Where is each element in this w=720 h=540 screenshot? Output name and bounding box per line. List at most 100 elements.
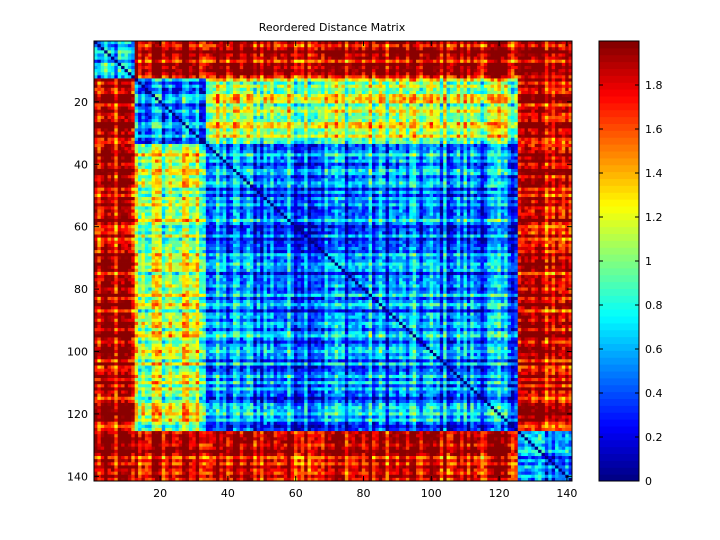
heatmap-cell [256, 56, 261, 61]
heatmap-cell [368, 100, 373, 104]
heatmap-cell [385, 94, 390, 98]
heatmap-cell [422, 75, 427, 79]
heatmap-cell [314, 125, 319, 129]
heatmap-cell [449, 100, 454, 104]
heatmap-cell [371, 122, 376, 126]
heatmap-cell [294, 97, 298, 101]
heatmap-cell [497, 72, 502, 76]
heatmap-cell [280, 50, 285, 54]
heatmap-cell [517, 115, 522, 120]
heatmap-cell [124, 69, 129, 73]
heatmap-cell [341, 72, 346, 76]
heatmap-cell [412, 106, 417, 111]
heatmap-cell [331, 65, 336, 70]
heatmap-cell [497, 100, 502, 104]
heatmap-cell [419, 44, 424, 48]
heatmap-cell [236, 150, 241, 154]
heatmap-cell [297, 41, 302, 45]
heatmap-cell [158, 97, 163, 101]
heatmap-cell [236, 41, 241, 45]
heatmap-cell [110, 62, 115, 67]
heatmap-cell [168, 147, 173, 151]
heatmap-cell [205, 103, 210, 107]
heatmap-cell [256, 140, 261, 145]
heatmap-cell [426, 44, 431, 48]
heatmap-cell [168, 103, 173, 107]
heatmap-cell [375, 100, 380, 104]
heatmap-cell [127, 41, 132, 45]
heatmap-cell [232, 128, 237, 132]
heatmap-cell [165, 90, 169, 95]
heatmap-cell [456, 90, 461, 95]
heatmap-cell [239, 53, 244, 57]
heatmap-cell [243, 134, 247, 139]
heatmap-cell [324, 97, 329, 101]
heatmap-cell [273, 94, 278, 98]
heatmap-cell [558, 131, 563, 136]
heatmap-cell [195, 47, 200, 51]
heatmap-cell [321, 147, 325, 151]
heatmap-cell [94, 122, 98, 126]
heatmap-cell [110, 147, 115, 151]
heatmap-cell [290, 50, 295, 54]
heatmap-cell [419, 69, 424, 73]
heatmap-cell [504, 41, 508, 45]
heatmap-cell [531, 106, 536, 111]
heatmap-cell [388, 78, 393, 82]
heatmap-cell [178, 81, 183, 86]
heatmap-cell [249, 69, 254, 73]
heatmap-cell [155, 50, 159, 54]
heatmap-cell [433, 87, 437, 92]
heatmap-cell [100, 78, 105, 82]
heatmap-cell [94, 147, 98, 151]
heatmap-cell [341, 41, 346, 45]
heatmap-cell [453, 44, 458, 48]
heatmap-cell [341, 140, 346, 145]
heatmap-cell [348, 109, 353, 114]
heatmap-cell [134, 75, 139, 79]
heatmap-cell [219, 47, 224, 51]
heatmap-cell [327, 78, 332, 82]
heatmap-cell [165, 53, 169, 57]
heatmap-cell [158, 112, 163, 117]
heatmap-cell [446, 75, 451, 79]
heatmap-cell [205, 44, 210, 48]
heatmap-cell [249, 75, 254, 79]
heatmap-cell [229, 81, 234, 86]
heatmap-cell [205, 75, 210, 79]
heatmap-cell [185, 59, 190, 64]
heatmap-cell [131, 125, 136, 129]
heatmap-cell [561, 50, 566, 54]
heatmap-cell [94, 112, 98, 117]
heatmap-cell [270, 90, 275, 95]
heatmap-cell [124, 112, 129, 117]
heatmap-cell [412, 87, 417, 92]
heatmap-cell [436, 97, 441, 101]
heatmap-cell [307, 94, 312, 98]
heatmap-cell [277, 72, 281, 76]
heatmap-cell [283, 131, 288, 136]
heatmap-cell [510, 87, 515, 92]
heatmap-cell [277, 94, 281, 98]
heatmap-cell [426, 109, 431, 114]
heatmap-cell [355, 122, 359, 126]
heatmap-cell [378, 112, 383, 117]
heatmap-cell [392, 97, 397, 101]
heatmap-cell [219, 147, 224, 151]
heatmap-cell [416, 131, 420, 136]
heatmap-cell [294, 103, 298, 107]
heatmap-cell [565, 115, 570, 120]
heatmap-cell [480, 69, 485, 73]
heatmap-cell [321, 53, 325, 57]
heatmap-cell [538, 69, 542, 73]
heatmap-cell [256, 128, 261, 132]
heatmap-cell [449, 87, 454, 92]
heatmap-cell [422, 128, 427, 132]
heatmap-cell [232, 90, 237, 95]
heatmap-cell [226, 134, 230, 139]
heatmap-cell [236, 97, 241, 101]
heatmap-cell [256, 75, 261, 79]
heatmap-cell [131, 47, 136, 51]
heatmap-cell [351, 131, 356, 136]
heatmap-cell [263, 150, 268, 154]
